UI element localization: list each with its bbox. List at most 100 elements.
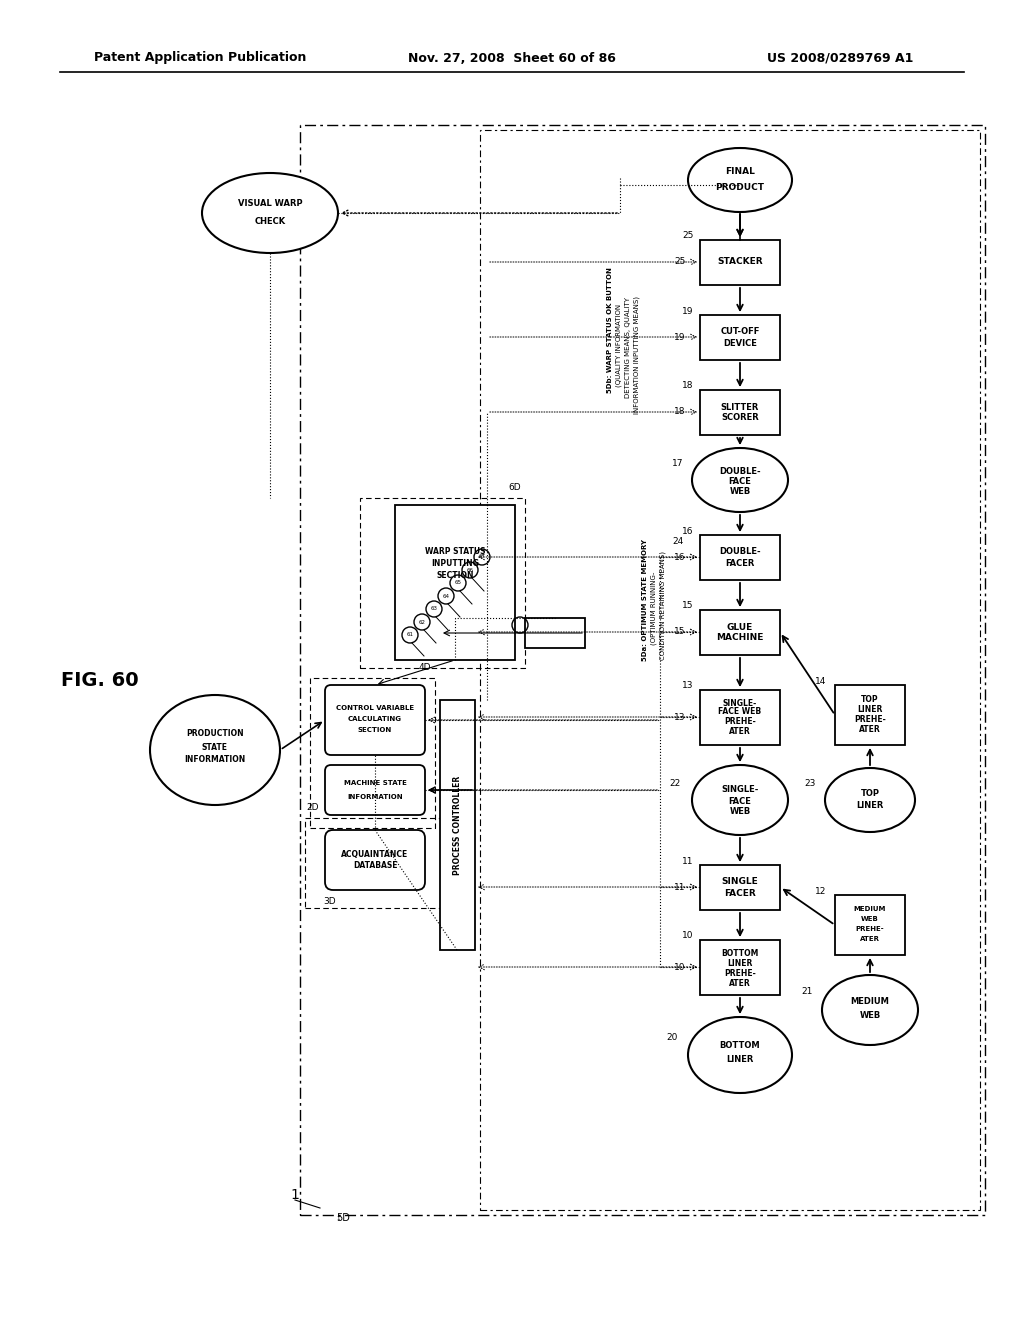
Text: (QUALITY INFORMATION: (QUALITY INFORMATION: [615, 304, 623, 387]
Text: 64: 64: [442, 594, 450, 598]
Text: 10: 10: [682, 932, 693, 940]
Text: PRODUCT: PRODUCT: [716, 183, 765, 193]
Text: 23: 23: [804, 780, 816, 788]
Text: 25: 25: [675, 257, 686, 267]
Text: PREHE-: PREHE-: [724, 969, 756, 978]
Text: PROCESS CONTROLLER: PROCESS CONTROLLER: [453, 775, 462, 875]
Text: 17: 17: [672, 459, 684, 469]
Text: GLUE: GLUE: [727, 623, 753, 631]
Bar: [700, 240, 780, 285]
Text: ATER: ATER: [860, 936, 880, 942]
Text: ATER: ATER: [729, 978, 751, 987]
Text: DATABASE: DATABASE: [352, 862, 397, 870]
Text: FINAL: FINAL: [725, 168, 755, 177]
Text: CONTROL VARIABLE: CONTROL VARIABLE: [336, 705, 414, 711]
Text: 5D: 5D: [336, 1213, 350, 1224]
Text: WARP STATUS: WARP STATUS: [425, 548, 485, 557]
Text: DOUBLE-: DOUBLE-: [719, 548, 761, 557]
Text: FACE WEB: FACE WEB: [719, 708, 762, 717]
Text: BOTTOM: BOTTOM: [721, 949, 759, 957]
Text: SINGLE-: SINGLE-: [723, 698, 757, 708]
Text: 20: 20: [667, 1032, 678, 1041]
Bar: [700, 940, 780, 995]
Text: 25: 25: [682, 231, 693, 240]
Text: 2D: 2D: [307, 804, 319, 813]
Text: 15: 15: [674, 627, 686, 636]
Bar: [835, 895, 905, 954]
Text: 15: 15: [682, 602, 693, 610]
Ellipse shape: [688, 148, 792, 213]
Text: ACQUAINTANCE: ACQUAINTANCE: [341, 850, 409, 858]
Text: 65: 65: [455, 581, 462, 586]
Text: SECTION: SECTION: [436, 572, 474, 581]
Text: MEDIUM: MEDIUM: [851, 997, 890, 1006]
Ellipse shape: [822, 975, 918, 1045]
Text: 12: 12: [815, 887, 826, 895]
Text: ATER: ATER: [859, 725, 881, 734]
Bar: [300, 125, 985, 1214]
Text: WEB: WEB: [729, 808, 751, 817]
Text: SINGLE-: SINGLE-: [721, 785, 759, 795]
Text: SECTION: SECTION: [357, 727, 392, 733]
Text: DEVICE: DEVICE: [723, 338, 757, 347]
Text: 61: 61: [407, 632, 414, 638]
Text: 1: 1: [291, 1188, 299, 1203]
Bar: [700, 535, 780, 579]
Text: FACER: FACER: [725, 558, 755, 568]
Bar: [440, 700, 475, 950]
Text: INFORMATION INPUTTING MEANS): INFORMATION INPUTTING MEANS): [634, 296, 640, 414]
Text: CALCULATING: CALCULATING: [348, 715, 402, 722]
Text: MACHINE STATE: MACHINE STATE: [344, 780, 407, 785]
Text: ATER: ATER: [729, 727, 751, 737]
Bar: [700, 865, 780, 909]
FancyBboxPatch shape: [325, 766, 425, 814]
Ellipse shape: [202, 173, 338, 253]
Text: Nov. 27, 2008  Sheet 60 of 86: Nov. 27, 2008 Sheet 60 of 86: [408, 51, 616, 65]
Text: SCORER: SCORER: [721, 413, 759, 422]
Text: 10: 10: [674, 962, 686, 972]
Text: 11: 11: [682, 857, 693, 866]
Text: WEB: WEB: [859, 1011, 881, 1019]
Text: TOP: TOP: [861, 694, 879, 704]
Text: LINER: LINER: [726, 1056, 754, 1064]
Text: 67: 67: [478, 554, 485, 560]
Bar: [700, 389, 780, 436]
Text: 5Da: OPTIMUM STATE MEMORY: 5Da: OPTIMUM STATE MEMORY: [642, 539, 648, 661]
FancyBboxPatch shape: [325, 685, 425, 755]
Bar: [395, 506, 515, 660]
Text: INPUTTING: INPUTTING: [431, 560, 479, 569]
Bar: [305, 818, 445, 908]
Text: 21: 21: [802, 987, 813, 997]
Text: 13: 13: [674, 713, 686, 722]
Bar: [360, 498, 525, 668]
Text: CONDITION RETAINING MEANS): CONDITION RETAINING MEANS): [659, 550, 667, 660]
Text: STACKER: STACKER: [717, 257, 763, 267]
Text: 19: 19: [682, 306, 693, 315]
Text: WEB: WEB: [729, 487, 751, 496]
Text: 11: 11: [674, 883, 686, 891]
Text: Patent Application Publication: Patent Application Publication: [94, 51, 306, 65]
Text: VISUAL WARP: VISUAL WARP: [238, 198, 302, 207]
Text: PRODUCTION: PRODUCTION: [186, 730, 244, 738]
Text: 62: 62: [419, 619, 426, 624]
Ellipse shape: [692, 766, 788, 836]
Bar: [700, 315, 780, 360]
Text: 22: 22: [670, 780, 681, 788]
Text: 24: 24: [673, 537, 684, 546]
Text: WEB: WEB: [861, 916, 879, 921]
Text: DETECTING MEANS, QUALITY: DETECTING MEANS, QUALITY: [625, 297, 631, 399]
Text: TOP: TOP: [860, 788, 880, 797]
Text: 6D: 6D: [509, 483, 521, 492]
Text: 13: 13: [682, 681, 693, 690]
Ellipse shape: [150, 696, 280, 805]
Bar: [525, 618, 585, 648]
FancyBboxPatch shape: [325, 830, 425, 890]
Text: FACE: FACE: [728, 478, 752, 487]
Ellipse shape: [688, 1016, 792, 1093]
Text: 66: 66: [467, 568, 473, 573]
Text: FACER: FACER: [724, 888, 756, 898]
Text: CUT-OFF: CUT-OFF: [720, 327, 760, 337]
Text: PREHE-: PREHE-: [856, 927, 885, 932]
Text: SLITTER: SLITTER: [721, 403, 759, 412]
Bar: [835, 685, 905, 744]
